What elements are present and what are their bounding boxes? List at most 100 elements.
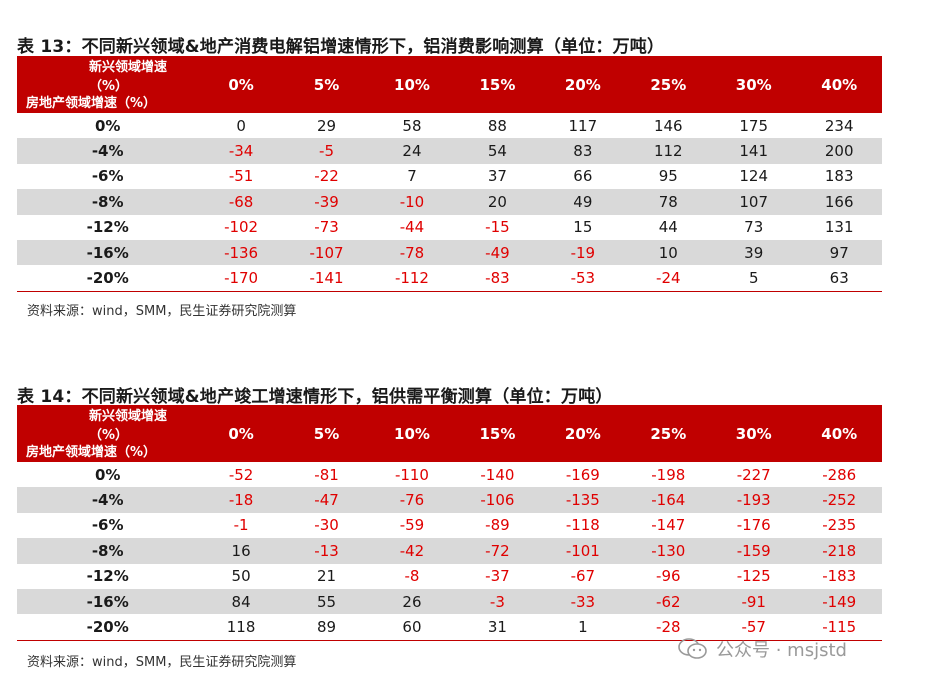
table-cell: 88 [487,116,507,135]
row-header: -4% [17,487,199,513]
table-cell: -183 [822,567,857,586]
table-cell: -125 [736,567,771,586]
table-cell: -169 [565,465,600,484]
table-cell: 63 [796,265,882,292]
table-body: 0% 0 29 58 88 117 146 175 234 -4% -34 -5 24 54 83 112 14… [17,113,882,292]
table-row: -20% 118 89 60 31 1 -28 -57 -115 [17,614,882,641]
row-axis-label: 房地产领域增速（%） [26,96,157,111]
table-cell: -102 [224,218,259,237]
corner-header: 新兴领域增速（%） 房地产领域增速（%） [17,405,199,462]
table-cell: 166 [796,189,882,215]
table-cell: 124 [739,167,769,186]
column-header: 30% [711,56,797,113]
row-header: -6% [91,516,124,535]
table-cell: 112 [625,138,711,164]
table-row: 0% 0 29 58 88 117 146 175 234 [17,113,882,138]
table-14-title: 表 14：不同新兴领域&地产竣工增速情形下，铝供需平衡测算（单位：万吨） [17,387,613,407]
table-cell: -76 [369,487,455,513]
table-cell: 24 [369,138,455,164]
table-cell: -159 [711,538,797,564]
table-cell: -115 [796,614,882,641]
table-cell: -18 [198,487,284,513]
table-13: 新兴领域增速（%） 房地产领域增速（%） 0% 5% 10% 15% 20% 2… [17,56,882,292]
column-header: 15% [454,405,541,462]
table-cell: -15 [485,218,510,237]
row-header: -16% [17,588,199,615]
table-row: -4% -34 -5 24 54 83 112 141 200 [17,138,882,164]
table-cell: -96 [656,567,681,586]
table-cell: 0 [236,116,246,135]
column-header: 25% [625,405,711,462]
table-cell: -107 [283,239,370,266]
column-header: 0% [198,405,284,462]
table-cell: -170 [198,265,284,292]
table-cell: -3 [454,588,541,615]
table-cell: -198 [651,465,686,484]
table-cell: 55 [283,588,370,615]
table-cell: 54 [454,138,541,164]
row-header: -12% [86,567,129,586]
table-14: 新兴领域增速（%） 房地产领域增速（%） 0% 5% 10% 15% 20% 2… [17,405,882,641]
table-cell: -193 [711,487,797,513]
row-header: -12% [86,218,129,237]
table-cell: -24 [625,265,711,292]
table-cell: -149 [796,588,882,615]
table-cell: -227 [736,465,771,484]
table-row: -6% -51 -22 7 37 66 95 124 183 [17,164,882,189]
table-cell: -51 [228,167,254,186]
table-cell: -37 [485,567,510,586]
table-cell: 107 [711,189,797,215]
watermark-text: 公众号 · msjstd [716,640,847,661]
table-cell: -164 [625,487,711,513]
table-cell: -83 [454,265,541,292]
column-header: 5% [283,56,370,113]
table-cell: -235 [822,516,857,535]
table-cell: -252 [796,487,882,513]
table-cell: -68 [198,189,284,215]
column-header: 25% [625,56,711,113]
table-cell: 31 [454,614,541,641]
table-cell: -147 [651,516,686,535]
table-row: -12% 50 21 -8 -37 -67 -96 -125 -183 [17,564,882,589]
table-cell: -67 [570,567,596,586]
watermark: 公众号 · msjstd [678,636,847,662]
table-cell: 83 [540,138,626,164]
column-header: 0% [198,56,284,113]
table-body: 0% -52 -81 -110 -140 -169 -198 -227 -286 -4% -18 -4… [17,462,882,641]
table-cell: -135 [540,487,626,513]
table-cell: 73 [744,218,764,237]
table-cell: 26 [369,588,455,615]
table-cell: 175 [739,116,769,135]
table-cell: -42 [369,538,455,564]
table-cell: 200 [796,138,882,164]
table-cell: 118 [198,614,284,641]
table-cell: -13 [283,538,370,564]
table-cell: -34 [198,138,284,164]
table-cell: -57 [711,614,797,641]
row-header: -8% [17,538,199,564]
table-cell: -52 [228,465,254,484]
table-14-source-note: 资料来源：wind，SMM，民生证券研究院测算 [27,655,297,670]
column-header: 20% [540,56,626,113]
table-cell: -118 [565,516,600,535]
table-cell: -136 [198,239,284,266]
table-row: -16% -136 -107 -78 -49 -19 10 39 97 [17,239,882,266]
table-cell: 16 [198,538,284,564]
table-cell: -30 [314,516,339,535]
row-header: -8% [17,189,199,215]
table-cell: -78 [369,239,455,266]
table-cell: 141 [711,138,797,164]
table-cell: 21 [316,567,337,586]
column-header: 40% [796,56,882,113]
table-13-source-note: 资料来源：wind，SMM，民生证券研究院测算 [27,304,297,319]
row-header: -6% [91,167,124,186]
table-cell: -72 [454,538,541,564]
table-cell: -59 [399,516,425,535]
table-header-row: 新兴领域增速（%） 房地产领域增速（%） 0% 5% 10% 15% 20% 2… [17,405,882,462]
table-cell: -176 [736,516,771,535]
table-cell: -130 [625,538,711,564]
table-cell: 89 [283,614,370,641]
column-axis-label: 新兴领域增速（%） [89,60,168,94]
row-header: -4% [17,138,199,164]
table-cell: 44 [658,218,678,237]
